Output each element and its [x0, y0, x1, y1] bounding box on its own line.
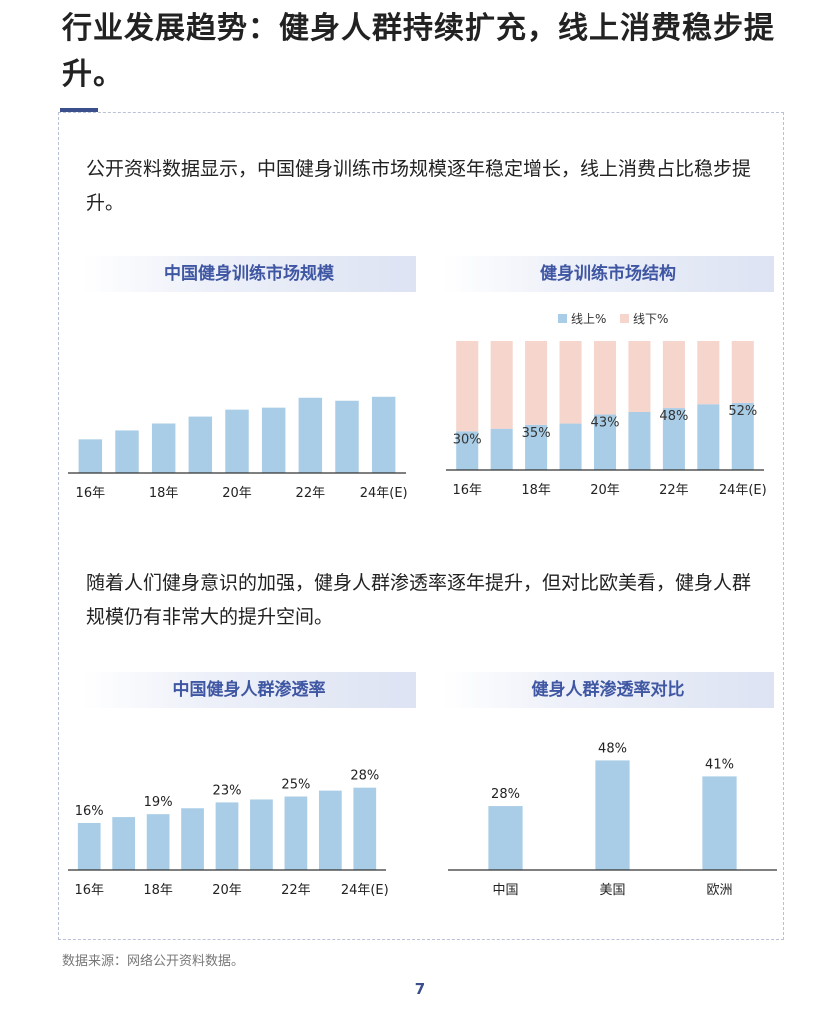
bar — [298, 397, 323, 473]
title-underline — [60, 108, 98, 112]
legend-swatch-online — [558, 314, 567, 323]
china-penetration-chart: 16年 18年 20年 22年 24年(E) 16% 19% 23% 25% 28% — [68, 769, 389, 898]
intro-paragraph: 公开资料数据显示，中国健身训练市场规模逐年稳定增长，线上消费占比稳步提升。 — [86, 158, 752, 214]
data-label: 19% — [144, 795, 173, 810]
offline-bar — [697, 341, 720, 405]
data-label: 25% — [281, 778, 310, 793]
data-label: 48% — [659, 409, 688, 424]
page-number: 7 — [414, 980, 426, 998]
online-bar — [662, 408, 685, 470]
tick-label: 16年 — [74, 883, 104, 898]
bar — [225, 409, 249, 473]
bar — [595, 760, 630, 870]
online-bar — [628, 411, 651, 470]
market-size-chart: 16年 18年 20年 22年 24年(E) — [68, 396, 408, 501]
online-bar — [697, 404, 720, 470]
data-label: 28% — [350, 769, 379, 784]
chart1-header: 中国健身训练市场规模 — [82, 256, 416, 292]
bar — [353, 787, 377, 870]
tick-label: 22年 — [281, 883, 311, 898]
offline-bar — [628, 341, 651, 412]
tick-label: 16年 — [452, 483, 482, 498]
chart3-header: 中国健身人群渗透率 — [82, 672, 416, 708]
online-bar — [559, 423, 582, 470]
bar — [151, 423, 176, 473]
content-box — [58, 112, 784, 940]
market-structure-chart: 16年 18年 20年 22年 24年(E) 30% 35% 43% 48% 52% 线上% 线下% — [446, 312, 767, 498]
tick-label: 22年 — [659, 483, 689, 498]
tick-label: 18年 — [521, 483, 551, 498]
offline-bar — [559, 341, 582, 424]
offline-bar — [662, 341, 685, 409]
online-bar — [490, 428, 513, 470]
tick-label: 22年 — [296, 486, 326, 501]
tick-label: 24年(E) — [719, 483, 767, 498]
page-title: 行业发展趋势：健身人群持续扩充，线上消费稳步提升。 — [62, 11, 775, 92]
data-label: 28% — [491, 787, 520, 802]
tick-label: 16年 — [76, 486, 106, 501]
data-label: 48% — [598, 741, 627, 756]
data-label: 16% — [75, 804, 104, 819]
chart2-header: 健身训练市场结构 — [442, 256, 774, 292]
bar — [78, 439, 103, 473]
tick-label: 18年 — [143, 883, 173, 898]
tick-label: 20年 — [222, 486, 252, 501]
data-label: 43% — [591, 416, 620, 431]
chart4-header: 健身人群渗透率对比 — [442, 672, 774, 708]
offline-bar — [731, 341, 754, 403]
tick-label: 24年(E) — [341, 883, 389, 898]
legend-label: 线上% — [571, 312, 606, 326]
legend-label: 线下% — [633, 312, 668, 326]
bar — [371, 396, 396, 473]
tick-label: 18年 — [149, 486, 179, 501]
offline-bar — [525, 341, 548, 425]
legend-swatch-offline — [620, 314, 629, 323]
bar — [488, 806, 523, 870]
bar — [284, 796, 308, 870]
tick-label: 24年(E) — [360, 486, 408, 501]
bar — [115, 430, 139, 473]
bar — [250, 799, 273, 870]
source-footnote: 数据来源：网络公开资料数据。 — [62, 954, 245, 969]
data-label: 41% — [705, 757, 734, 772]
data-label: 52% — [728, 404, 757, 419]
offline-bar — [490, 341, 513, 429]
tick-label: 20年 — [212, 883, 242, 898]
online-bar — [525, 424, 548, 470]
offline-bar — [456, 341, 479, 432]
bar — [146, 814, 170, 870]
bar — [335, 400, 359, 473]
online-bar — [456, 431, 479, 470]
tick-label: 美国 — [599, 883, 625, 898]
penetration-comparison-chart: 中国 美国 欧洲 28% 48% 41% — [448, 741, 777, 898]
bar — [112, 817, 136, 870]
bar — [318, 790, 342, 870]
tick-label: 20年 — [590, 483, 620, 498]
bar — [215, 802, 239, 870]
online-bar — [593, 414, 617, 470]
tick-label: 中国 — [492, 883, 518, 898]
online-bar — [731, 402, 754, 470]
bar — [261, 407, 286, 473]
data-label: 35% — [522, 426, 551, 441]
bar — [188, 416, 213, 473]
bar — [77, 822, 101, 870]
bar — [702, 776, 737, 870]
data-label: 23% — [213, 783, 242, 798]
penetration-paragraph: 随着人们健身意识的加强，健身人群渗透率逐年提升，但对比欧美看，健身人群规模仍有非… — [86, 572, 752, 628]
offline-bar — [593, 341, 617, 415]
data-label: 30% — [453, 432, 482, 447]
bar — [181, 808, 204, 870]
tick-label: 欧洲 — [706, 883, 732, 898]
